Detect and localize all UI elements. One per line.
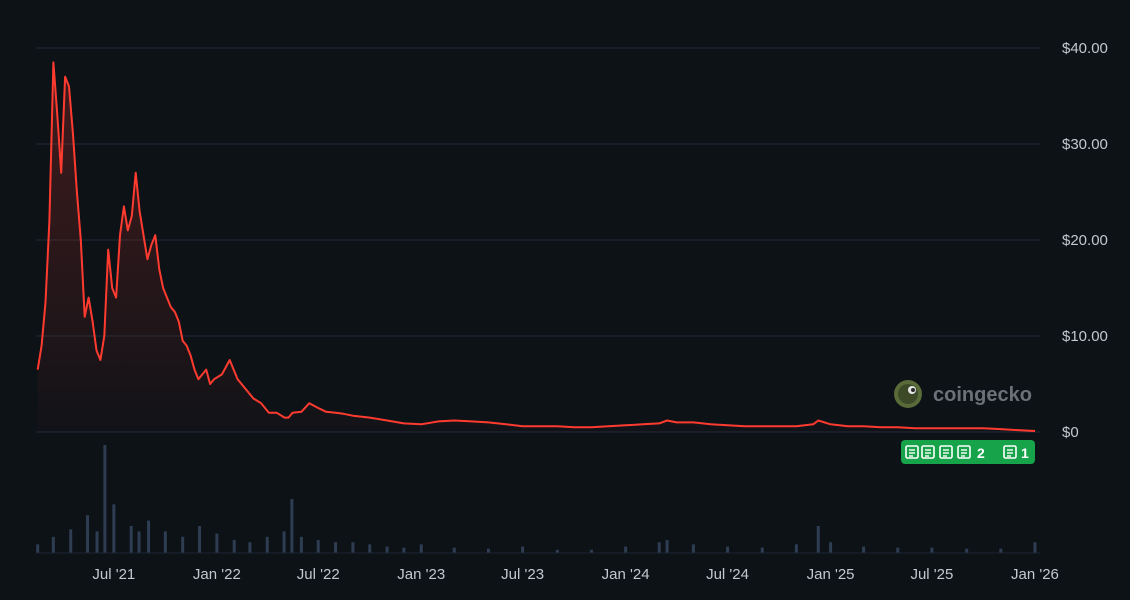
y-tick-label: $0: [1062, 424, 1079, 441]
newspaper-icon: [921, 445, 935, 459]
x-tick-label: Jul '25: [910, 566, 953, 583]
volume-bar: [299, 536, 303, 553]
y-tick-label: $20.00: [1062, 232, 1108, 249]
volume-bar: [589, 549, 593, 553]
price-area-fill: [37, 62, 1035, 433]
x-tick-label: Jan '24: [602, 566, 650, 583]
volume-bar: [69, 529, 73, 553]
newspaper-icon: [905, 445, 919, 459]
volume-bar: [657, 542, 661, 553]
volume-bar: [930, 547, 934, 553]
y-tick-label: $40.00: [1062, 40, 1108, 57]
volume-bar: [282, 531, 286, 553]
x-tick-label: Jul '22: [297, 566, 340, 583]
news-count-label: 1: [1021, 445, 1029, 461]
volume-bar: [829, 542, 833, 553]
x-tick-label: Jul '23: [501, 566, 544, 583]
volume-bar: [794, 544, 798, 553]
volume-bar: [232, 540, 236, 553]
volume-bar: [1033, 542, 1037, 553]
volume-bar: [385, 546, 389, 553]
news-count-label: 2: [977, 445, 985, 461]
newspaper-icon: [939, 445, 953, 459]
y-tick-label: $30.00: [1062, 136, 1108, 153]
volume-bar: [51, 536, 55, 553]
volume-bar: [760, 547, 764, 553]
newspaper-icon: [957, 445, 971, 459]
volume-bar: [198, 526, 202, 553]
volume-bar: [163, 531, 167, 553]
volume-bar: [999, 548, 1003, 553]
volume-bar: [665, 540, 669, 553]
volume-bar: [402, 547, 406, 553]
volume-bar: [486, 548, 490, 553]
volume-bar: [103, 445, 107, 553]
news-badge[interactable]: [901, 440, 1035, 464]
volume-bar: [248, 542, 252, 553]
volume-bars: [36, 445, 1040, 554]
y-axis-ticks: $40.00 $30.00 $20.00 $10.00 $0: [1062, 40, 1108, 441]
volume-bar: [368, 544, 372, 553]
newspaper-icon: [1003, 445, 1017, 459]
volume-bar: [86, 515, 90, 553]
volume-bar: [624, 546, 628, 553]
price-line[interactable]: [36, 61, 1036, 432]
y-tick-label: $10.00: [1062, 328, 1108, 345]
volume-bar: [137, 531, 141, 553]
volume-bar: [95, 531, 99, 553]
x-tick-label: Jan '26: [1011, 566, 1059, 583]
volume-bar: [726, 546, 730, 553]
volume-bar: [896, 547, 900, 553]
volume-bar: [965, 548, 969, 553]
volume-bar: [265, 536, 269, 553]
coingecko-watermark: coingecko: [894, 380, 1032, 408]
x-tick-label: Jul '21: [92, 566, 135, 583]
volume-bar: [290, 499, 294, 553]
volume-bar: [36, 544, 40, 553]
watermark-text: coingecko: [933, 384, 1032, 406]
x-tick-label: Jan '22: [193, 566, 241, 583]
volume-bar: [691, 544, 695, 553]
volume-bar: [419, 544, 423, 553]
x-tick-label: Jan '23: [397, 566, 445, 583]
volume-bar: [215, 533, 219, 553]
volume-bar: [521, 546, 525, 553]
x-tick-label: Jan '25: [807, 566, 855, 583]
volume-bar: [147, 520, 151, 553]
volume-bar: [351, 542, 355, 553]
volume-bar: [334, 542, 338, 553]
x-tick-label: Jul '24: [706, 566, 749, 583]
gecko-logo-icon: [894, 380, 922, 408]
volume-bar: [316, 540, 320, 553]
volume-bar: [862, 546, 866, 553]
volume-bar: [452, 547, 456, 553]
x-axis-ticks: Jul '21 Jan '22 Jul '22 Jan '23 Jul '23 Jan '…: [92, 566, 1059, 583]
volume-bar: [816, 526, 820, 553]
volume-bar: [112, 504, 116, 553]
price-series[interactable]: [36, 61, 1036, 433]
volume-bar: [129, 526, 133, 553]
volume-bar: [181, 536, 185, 553]
volume-bar: [555, 549, 559, 553]
